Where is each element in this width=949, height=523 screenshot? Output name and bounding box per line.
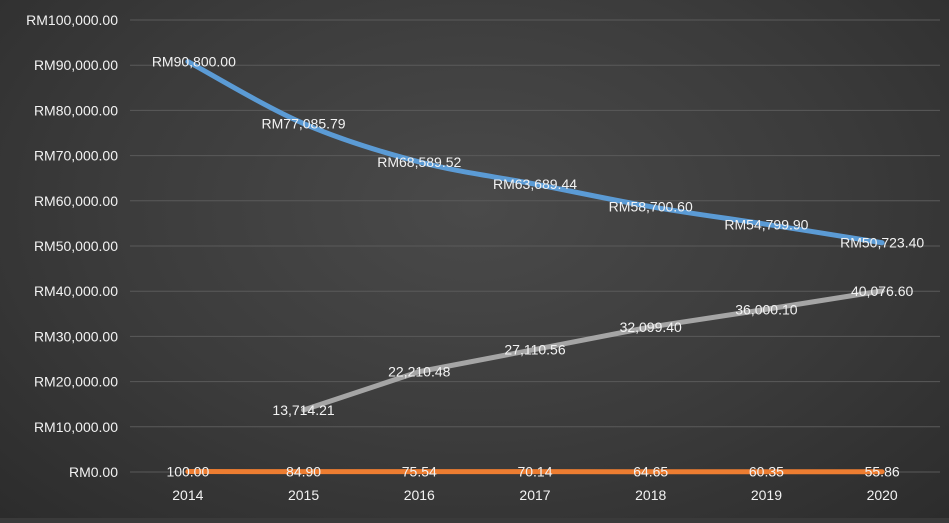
y-tick-label: RM90,000.00 [34, 57, 118, 73]
y-tick-label: RM50,000.00 [34, 238, 118, 254]
data-label: RM90,800.00 [152, 54, 236, 70]
data-label: 27,110.56 [504, 341, 565, 357]
gridlines [130, 20, 940, 472]
x-axis-tick-labels: 2014 2015 2016 2017 2018 2019 2020 [172, 487, 898, 503]
data-label: 55.86 [865, 464, 900, 480]
data-label: RM77,085.79 [262, 116, 346, 132]
x-tick-label: 2020 [867, 487, 898, 503]
x-tick-label: 2017 [519, 487, 550, 503]
y-tick-label: RM70,000.00 [34, 148, 118, 164]
data-label: 75.54 [402, 464, 437, 480]
data-label: 22,210.48 [388, 364, 450, 380]
y-tick-label: RM20,000.00 [34, 374, 118, 390]
x-tick-label: 2014 [172, 487, 203, 503]
y-tick-label: RM10,000.00 [34, 419, 118, 435]
x-tick-label: 2015 [288, 487, 319, 503]
data-label: RM68,589.52 [377, 154, 461, 170]
data-label: 13,714.21 [272, 402, 334, 418]
data-label: 100.00 [166, 464, 209, 480]
data-label: 32,099.40 [620, 319, 682, 335]
data-label: 70.14 [517, 464, 552, 480]
data-label: 40,076.60 [851, 283, 913, 299]
y-tick-label: RM100,000.00 [26, 12, 118, 28]
data-label: RM58,700.60 [609, 199, 693, 215]
data-label: RM63,689.44 [493, 176, 577, 192]
y-tick-label: RM60,000.00 [34, 193, 118, 209]
y-tick-label: RM40,000.00 [34, 283, 118, 299]
x-tick-label: 2018 [635, 487, 666, 503]
y-tick-label: RM80,000.00 [34, 102, 118, 118]
x-tick-label: 2019 [751, 487, 782, 503]
y-axis-tick-labels: RM0.00 RM10,000.00 RM20,000.00 RM30,000.00 R… [26, 12, 118, 480]
x-tick-label: 2016 [404, 487, 435, 503]
data-label: 60.35 [749, 464, 784, 480]
y-tick-label: RM0.00 [69, 464, 118, 480]
data-label: 84.90 [286, 464, 321, 480]
data-labels: RM90,800.00 RM77,085.79 RM68,589.52 RM63,68… [152, 54, 925, 480]
data-label: RM50,723.40 [840, 235, 924, 251]
data-label: RM54,799.90 [724, 216, 808, 232]
y-tick-label: RM30,000.00 [34, 328, 118, 344]
data-label: 64.65 [633, 464, 668, 480]
data-label: 36,000.10 [735, 301, 797, 317]
